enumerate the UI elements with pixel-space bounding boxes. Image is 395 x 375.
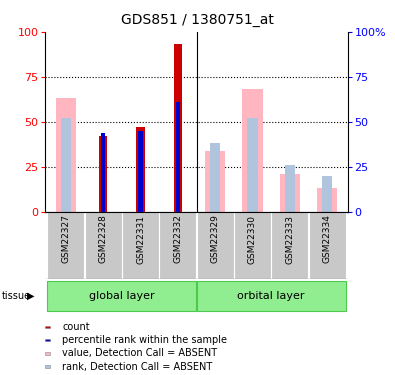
Text: global layer: global layer [89, 291, 155, 301]
Bar [322, 176, 332, 212]
Text: rank, Detection Call = ABSENT: rank, Detection Call = ABSENT [62, 362, 212, 372]
Bar [280, 174, 300, 212]
Text: GSM22330: GSM22330 [248, 214, 257, 264]
Bar [242, 90, 263, 212]
Bar [138, 131, 143, 212]
Bar [308, 212, 346, 279]
Bar [56, 99, 76, 212]
Bar [271, 212, 308, 279]
Text: ▶: ▶ [27, 291, 34, 301]
Text: percentile rank within the sample: percentile rank within the sample [62, 335, 227, 345]
Text: GSM22328: GSM22328 [99, 214, 108, 264]
Bar [160, 212, 196, 279]
Bar [197, 281, 346, 311]
Bar [176, 102, 180, 212]
Bar [101, 133, 105, 212]
Bar [47, 281, 196, 311]
Bar [122, 212, 159, 279]
Bar [61, 118, 71, 212]
Text: value, Detection Call = ABSENT: value, Detection Call = ABSENT [62, 348, 217, 358]
Text: orbital layer: orbital layer [237, 291, 305, 301]
Bar [99, 136, 107, 212]
Bar [47, 212, 85, 279]
Bar [210, 144, 220, 212]
Bar [197, 212, 233, 279]
Bar [45, 326, 50, 328]
Bar [205, 151, 226, 212]
Text: GSM22329: GSM22329 [211, 214, 220, 264]
Text: GSM22331: GSM22331 [136, 214, 145, 264]
Bar [317, 189, 337, 212]
Bar [45, 352, 50, 355]
Bar [284, 165, 295, 212]
Text: tissue: tissue [2, 291, 31, 301]
Bar [174, 45, 182, 212]
Bar [85, 212, 122, 279]
Bar [247, 118, 258, 212]
Bar [136, 127, 145, 212]
Text: GSM22332: GSM22332 [173, 214, 182, 264]
Text: GSM22334: GSM22334 [323, 214, 331, 264]
Text: GSM22327: GSM22327 [62, 214, 70, 264]
Bar [45, 365, 50, 368]
Bar [45, 339, 50, 342]
Text: GDS851 / 1380751_at: GDS851 / 1380751_at [121, 13, 274, 27]
Bar [234, 212, 271, 279]
Text: count: count [62, 322, 90, 332]
Text: GSM22333: GSM22333 [285, 214, 294, 264]
